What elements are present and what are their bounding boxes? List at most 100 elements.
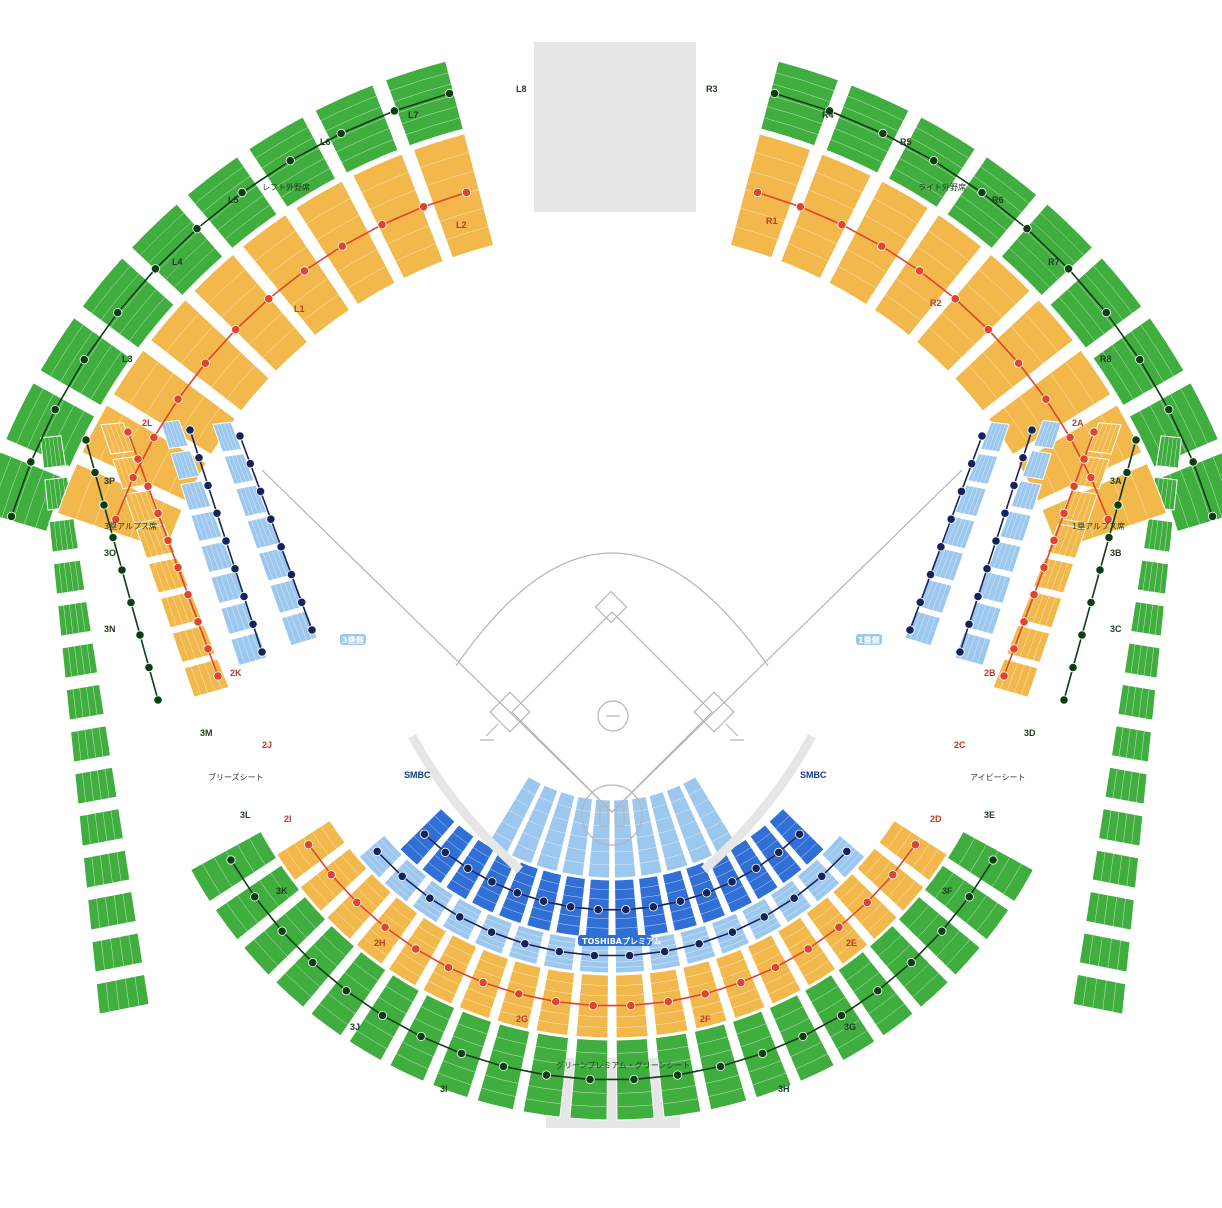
left-green-block-row xyxy=(94,812,99,844)
right-green-block xyxy=(1098,808,1144,847)
lower-lightblue-block-row xyxy=(444,921,471,936)
right-green-block-row xyxy=(1118,726,1124,757)
lower-orange-block-row xyxy=(285,848,304,875)
lower-green-row-marker xyxy=(250,892,260,902)
lower-darkblue-block-row xyxy=(427,861,447,877)
left-outfield-row-marker xyxy=(461,187,472,198)
left-blue-row-marker xyxy=(230,564,240,574)
right-orange-block-row xyxy=(1051,561,1063,591)
outfield-right-orange-block-row xyxy=(1010,325,1044,365)
left-lightblue-block-row xyxy=(186,451,196,477)
left-green-block-row xyxy=(49,479,54,510)
right-blue-inner-row-marker xyxy=(946,514,956,524)
lower-lightblue-block-row xyxy=(743,902,768,916)
lower-lightblue-block-row xyxy=(363,852,384,875)
right-green-block-row xyxy=(1148,561,1153,592)
outfield-left-green-block-row xyxy=(173,247,216,288)
right-green-row-marker xyxy=(1122,467,1132,478)
lower-lightblue-block-row xyxy=(544,960,573,966)
lower-orange-block-row xyxy=(467,987,496,999)
outfield-right-green-block-row xyxy=(1016,238,1059,280)
right-green-row-marker xyxy=(1086,597,1096,608)
lower-inner-lightblue-block xyxy=(510,784,559,865)
outfield-left-green-block-row xyxy=(1,460,23,519)
lower-green-block xyxy=(897,895,982,977)
right-green-block-row xyxy=(1114,811,1120,842)
outfield-left-green-block-row xyxy=(35,473,55,529)
lower-inner-lightblue-block-row xyxy=(613,811,630,814)
outfield-left-orange-block-row xyxy=(207,268,246,305)
lower-orange-block-row xyxy=(836,936,862,957)
left-lightblue-block-row xyxy=(214,543,224,570)
lower-lightblue-block-row xyxy=(753,921,780,936)
left-green-block-row xyxy=(77,730,82,761)
lower-green-row-marker-line xyxy=(230,859,994,1081)
outfield-right-orange-block-row xyxy=(864,214,908,241)
lower-orange-block-row xyxy=(432,971,460,986)
right-lightblue-block xyxy=(1032,419,1062,450)
lower-inner-lightblue-block-row xyxy=(652,803,668,809)
center-field-gap xyxy=(534,42,696,212)
lower-inner-lightblue-block-row xyxy=(614,863,635,866)
outfield-right-green-block-row xyxy=(1180,388,1208,444)
lower-inner-lightblue-block-row xyxy=(508,809,525,819)
left-orange-block-row xyxy=(131,456,144,486)
left-blue-row-marker xyxy=(185,425,195,435)
left-green-block-row xyxy=(122,893,128,924)
lower-darkblue-block-row xyxy=(715,868,735,878)
left-green-block-row xyxy=(86,643,92,674)
outfield-left-green-block-row xyxy=(80,344,113,395)
lower-green-block-row xyxy=(312,944,338,967)
lower-inner-lightblue-block-row xyxy=(658,828,676,834)
lower-green-block-row xyxy=(327,992,356,1015)
lower-darkblue-block-row xyxy=(562,894,584,898)
left-lightblue-inner-block-row xyxy=(296,613,307,642)
lower-orange-row-marker xyxy=(326,870,336,880)
lower-inner-lightblue-block-row xyxy=(705,820,723,831)
lower-green-block xyxy=(214,864,301,941)
outfield-right-orange-block xyxy=(780,153,872,280)
lower-lightblue-block-row xyxy=(686,950,715,960)
lower-lightblue-block-row xyxy=(399,866,421,885)
lower-orange-block-row xyxy=(499,1010,531,1019)
lower-lightblue-row-marker xyxy=(817,871,827,881)
lower-orange-block-row xyxy=(576,1025,608,1028)
ivy-seat-label: アイビーシート xyxy=(970,773,1025,782)
right-lightblue-inner-block-row xyxy=(955,519,967,547)
lower-orange-block-row xyxy=(798,951,825,969)
lower-green-block-row xyxy=(616,1104,653,1107)
right-lightblue-block xyxy=(987,540,1022,574)
lower-darkblue-block-row xyxy=(727,894,749,905)
lower-orange-row-marker xyxy=(588,1000,598,1011)
lower-darkblue-block-row xyxy=(564,884,585,889)
left-lightblue-block-row xyxy=(225,573,235,600)
right-lightblue-block-row xyxy=(1030,451,1040,478)
lower-darkblue-block-row xyxy=(755,832,772,845)
right-lightblue-block-row xyxy=(976,604,987,631)
right-lightblue-block-row xyxy=(1023,482,1034,509)
right-lightblue-block-row xyxy=(993,542,1003,569)
outfield-left-green-block xyxy=(81,257,175,349)
lower-green-block-row xyxy=(284,972,312,998)
lower-darkblue-block-row xyxy=(505,897,527,906)
left-green-block-row xyxy=(119,936,124,967)
lower-inner-lightblue-block-row xyxy=(655,816,672,822)
lower-orange-block-row xyxy=(887,826,904,850)
left-lightblue-block-row xyxy=(241,636,251,663)
lower-inner-lightblue-block-row xyxy=(556,803,572,809)
left-green-block-row xyxy=(115,980,120,1011)
left-orange-row-marker xyxy=(203,644,213,654)
home-plate-gap xyxy=(546,1058,680,1128)
lower-green-block-row xyxy=(385,985,414,1003)
right-green-block-row xyxy=(1131,686,1137,717)
right-orange-block xyxy=(1019,590,1063,629)
lower-orange-block-row xyxy=(320,826,337,850)
lower-green-block-row xyxy=(378,996,407,1015)
left-green-row-marker xyxy=(153,695,163,705)
lower-lightblue-block-row xyxy=(781,897,806,914)
lower-green-block-row xyxy=(202,863,221,895)
lower-darkblue-row-marker-line xyxy=(423,833,801,911)
right-outfield-green-marker-line xyxy=(774,92,1214,517)
left-green-row-marker xyxy=(90,467,100,478)
right-orange-row-marker xyxy=(1069,481,1079,491)
